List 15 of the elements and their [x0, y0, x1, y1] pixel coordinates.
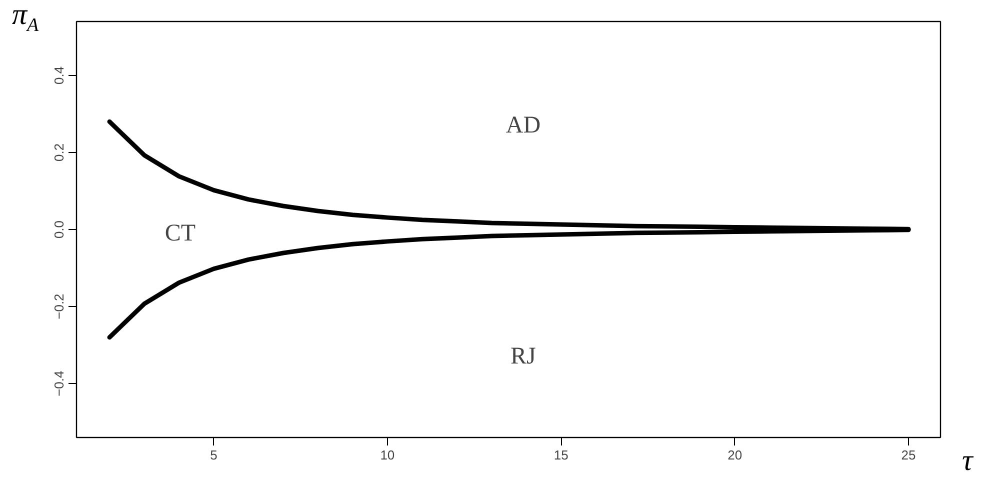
y-tick-label: 0.0: [52, 220, 66, 239]
annotation: CT: [164, 220, 196, 247]
x-tick-label: 10: [380, 448, 395, 462]
annotation: RJ: [510, 343, 536, 370]
y-tick-label: 0.2: [52, 143, 66, 162]
x-tick-label: 15: [554, 448, 568, 462]
y-tick-label: −0.4: [52, 370, 66, 396]
x-tick-label: 25: [901, 448, 916, 462]
x-tick-label: 20: [728, 448, 742, 462]
y-tick-label: −0.2: [52, 294, 66, 320]
x-tick-label: 5: [210, 448, 218, 462]
annotation: AD: [506, 112, 541, 138]
y-axis-title: π$_{A}$: [12, 0, 39, 36]
x-axis-title: τ: [962, 444, 973, 477]
y-tick-label: 0.4: [52, 66, 66, 84]
